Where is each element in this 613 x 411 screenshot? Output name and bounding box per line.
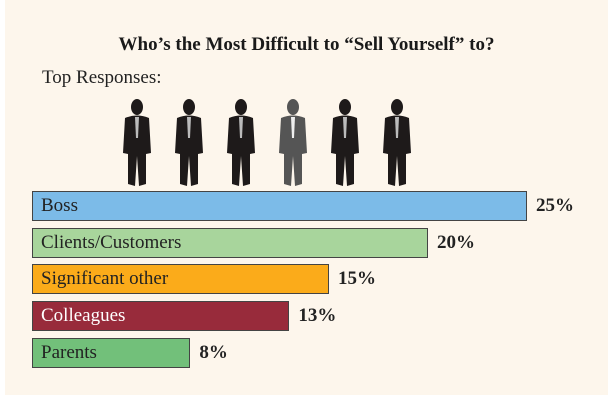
chart-subtitle: Top Responses: <box>42 67 162 88</box>
bar-parents: Parents <box>32 338 191 368</box>
bar-label: Colleagues <box>41 305 126 326</box>
person-silhouette-icon <box>383 99 411 186</box>
value-label: 25% <box>536 195 574 216</box>
person-silhouette-icon <box>331 99 359 186</box>
person-silhouette-icon <box>227 99 255 186</box>
value-label: 8% <box>199 342 228 363</box>
value-label: 20% <box>437 232 475 253</box>
bar-label: Parents <box>41 342 97 363</box>
bar-label: Boss <box>41 195 78 216</box>
bar-significant-other: Significant other <box>32 264 329 294</box>
bar-clients-customers: Clients/Customers <box>32 228 428 258</box>
bar-boss: Boss <box>32 191 527 221</box>
businessman-silhouettes-icon <box>123 99 411 186</box>
person-silhouette-icon <box>123 99 151 186</box>
chart-title: Who’s the Most Difficult to “Sell Yourse… <box>118 34 495 55</box>
bar-label: Clients/Customers <box>41 232 182 253</box>
value-label: 15% <box>338 268 376 289</box>
bar-label: Significant other <box>41 268 169 289</box>
person-silhouette-icon <box>175 99 203 186</box>
person-silhouette-icon <box>279 99 307 186</box>
bar-colleagues: Colleagues <box>32 301 290 331</box>
value-label: 13% <box>298 305 337 326</box>
